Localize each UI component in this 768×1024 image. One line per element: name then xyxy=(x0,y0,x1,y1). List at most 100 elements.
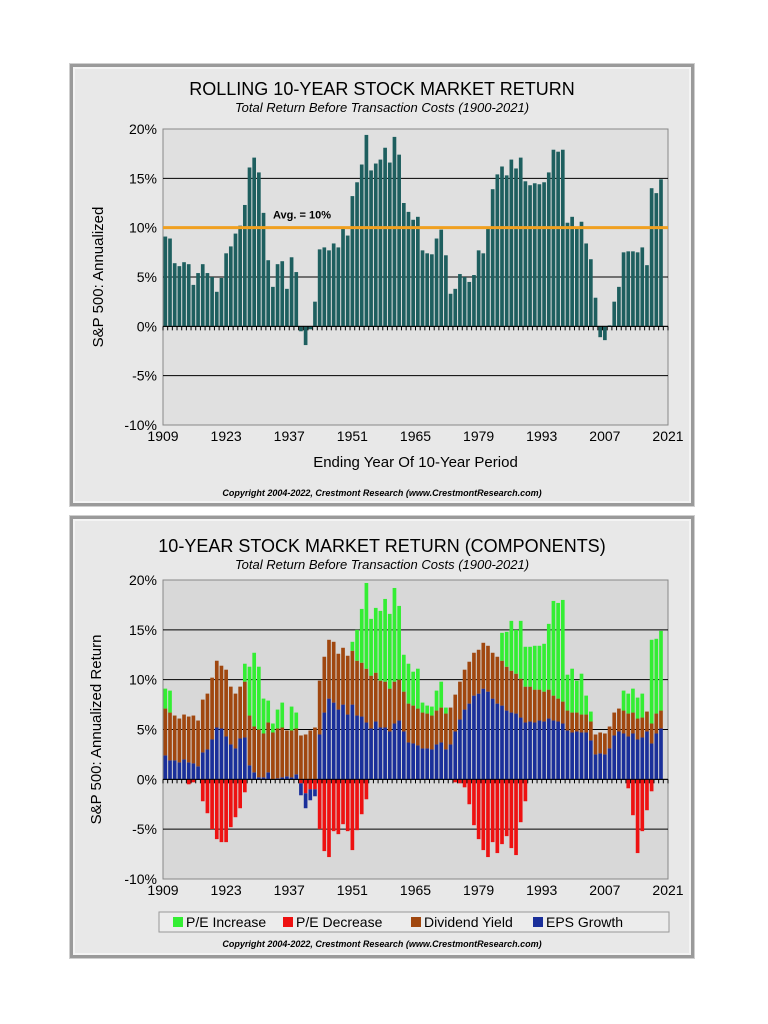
dividend-yield-bar xyxy=(528,686,532,722)
dividend-yield-bar xyxy=(224,669,228,737)
y-tick-label: -5% xyxy=(132,368,157,384)
eps-growth-bar xyxy=(659,728,663,780)
eps-growth-bar xyxy=(224,736,228,780)
dividend-yield-bar xyxy=(453,694,458,732)
eps-growth-bar xyxy=(579,732,584,780)
return-bar xyxy=(626,251,631,327)
return-bar xyxy=(523,181,528,327)
pe-decrease-bar xyxy=(359,779,364,815)
pe-increase-bar xyxy=(280,702,285,728)
return-bar xyxy=(392,136,397,327)
return-bar xyxy=(425,253,430,327)
chart2-copyright: Copyright 2004-2022, Crestmont Research … xyxy=(222,939,542,949)
return-bar xyxy=(210,277,214,327)
pe-increase-bar xyxy=(369,618,373,676)
pe-decrease-bar xyxy=(364,779,369,800)
pe-decrease-bar xyxy=(345,779,350,832)
return-bar xyxy=(271,286,275,327)
eps-growth-bar xyxy=(397,720,401,780)
return-bar xyxy=(200,264,205,327)
dividend-yield-bar xyxy=(186,716,191,763)
return-bar xyxy=(635,252,640,327)
return-bar xyxy=(486,228,490,327)
pe-increase-bar xyxy=(523,646,528,687)
eps-growth-bar xyxy=(523,722,528,780)
return-bar xyxy=(401,203,406,327)
y-tick-label: 10% xyxy=(129,672,157,688)
pe-increase-bar xyxy=(621,690,626,711)
pe-increase-bar xyxy=(439,681,444,708)
dividend-yield-bar xyxy=(271,732,275,780)
pe-decrease-bar xyxy=(303,779,308,794)
return-bar xyxy=(196,273,200,327)
y-tick-label: 15% xyxy=(129,622,157,638)
dividend-yield-bar xyxy=(645,711,649,732)
dividend-yield-bar xyxy=(486,645,490,692)
eps-growth-bar xyxy=(481,688,486,780)
eps-growth-bar xyxy=(378,727,383,780)
return-bar xyxy=(574,228,579,327)
dividend-yield-bar xyxy=(640,717,645,738)
legend-label: P/E Decrease xyxy=(296,914,383,930)
x-axis-label: Ending Year Of 10-Year Period xyxy=(313,454,518,471)
dividend-yield-bar xyxy=(327,639,331,699)
return-bar xyxy=(659,179,663,327)
return-bar xyxy=(369,170,373,327)
y-tick-label: 5% xyxy=(137,722,157,738)
pe-increase-bar xyxy=(560,599,565,702)
eps-growth-bar xyxy=(514,713,518,780)
dividend-yield-bar xyxy=(200,699,205,753)
pe-decrease-bar xyxy=(313,779,317,790)
return-bar xyxy=(640,247,645,327)
eps-growth-bar xyxy=(266,772,271,780)
pe-increase-bar xyxy=(518,620,523,679)
y-tick-label: 5% xyxy=(137,269,157,285)
dividend-yield-bar xyxy=(635,718,640,740)
return-bar xyxy=(322,247,327,327)
return-bar xyxy=(406,211,411,327)
y-axis-label: S&P 500: Annualized xyxy=(90,207,107,348)
dividend-yield-bar xyxy=(383,681,387,728)
pe-increase-bar xyxy=(387,613,392,689)
eps-growth-bar xyxy=(205,749,210,780)
pe-increase-bar xyxy=(570,668,574,713)
return-bar xyxy=(257,172,261,327)
legend-swatch xyxy=(283,917,293,927)
return-bar xyxy=(186,264,191,327)
return-bar xyxy=(350,196,355,327)
return-bar xyxy=(383,147,387,327)
pe-increase-bar xyxy=(266,700,271,723)
return-bar xyxy=(252,157,257,327)
return-bar xyxy=(598,326,603,338)
dividend-yield-bar xyxy=(280,727,285,778)
dividend-yield-bar xyxy=(345,655,350,715)
pe-increase-bar xyxy=(252,652,257,727)
dividend-yield-bar xyxy=(500,660,504,706)
eps-growth-bar xyxy=(476,693,481,780)
dividend-yield-bar xyxy=(317,680,322,735)
return-bar xyxy=(238,225,242,327)
return-bar xyxy=(416,216,420,327)
x-tick-label: 1951 xyxy=(337,882,368,898)
return-bar xyxy=(490,189,495,327)
dividend-yield-bar xyxy=(444,713,448,750)
dividend-yield-bar xyxy=(584,714,589,733)
eps-growth-bar xyxy=(589,740,593,780)
return-bar xyxy=(275,264,280,327)
chart1-svg: -10% -5% 0% 5% 10% 15% 20% S&P 500: Annualized 1… xyxy=(90,121,684,471)
dividend-yield-bar xyxy=(542,691,546,722)
x-tick-label: 2021 xyxy=(652,882,683,898)
eps-growth-bar xyxy=(654,733,659,780)
return-bar xyxy=(518,157,523,327)
rolling-return-chart-panel: ROLLING 10-YEAR STOCK MARKET RETURN Tota… xyxy=(70,64,694,506)
dividend-yield-bar xyxy=(458,681,462,720)
return-bar xyxy=(589,259,593,327)
eps-growth-bar xyxy=(542,721,546,780)
return-bar xyxy=(336,247,341,327)
pe-increase-bar xyxy=(271,723,275,733)
dividend-yield-bar xyxy=(621,710,626,734)
dividend-yield-bar xyxy=(299,735,303,780)
pe-decrease-bar xyxy=(640,779,645,832)
eps-growth-bar xyxy=(186,762,191,780)
x-tick-label: 1979 xyxy=(463,882,494,898)
